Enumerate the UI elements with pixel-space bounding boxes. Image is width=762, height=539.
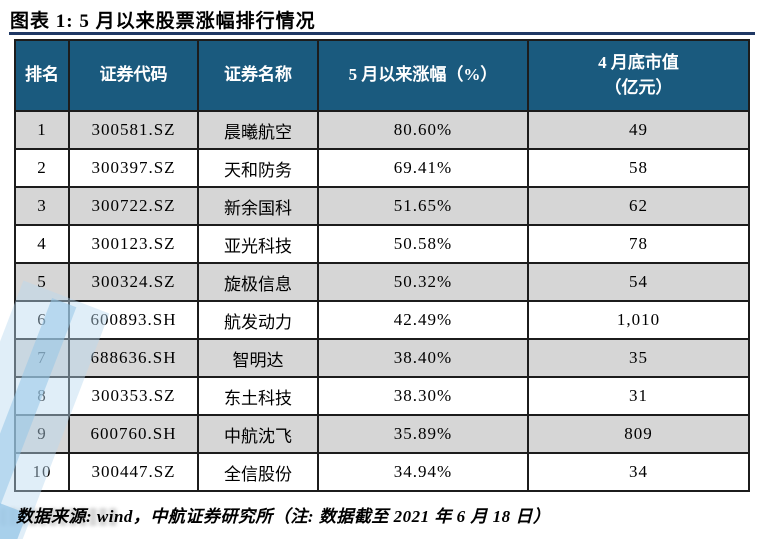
table-row: 5 300324.SZ 旋极信息 50.32% 54 (14, 262, 750, 302)
table-row: 2 300397.SZ 天和防务 69.41% 58 (14, 148, 750, 188)
column-header-code: 证券代码 (68, 39, 199, 112)
table-row: 8 300353.SZ 东土科技 38.30% 31 (14, 376, 750, 416)
cell-name: 智明达 (197, 338, 319, 378)
cell-code: 300722.SZ (68, 186, 199, 226)
cell-rank: 9 (14, 414, 70, 454)
cell-rank: 8 (14, 376, 70, 416)
cell-name: 航发动力 (197, 300, 319, 340)
data-source-note: 数据来源: wind，中航证券研究所（注: 数据截至 2021 年 6 月 18… (16, 507, 551, 526)
cell-rank: 1 (14, 110, 70, 150)
cell-pct: 51.65% (317, 186, 529, 226)
cell-code: 600760.SH (68, 414, 199, 454)
cell-cap: 78 (527, 224, 750, 264)
column-header-rank: 排名 (14, 39, 70, 112)
cell-code: 600893.SH (68, 300, 199, 340)
table-row: 10 300447.SZ 全信股份 34.94% 34 (14, 452, 750, 492)
cell-code: 300324.SZ (68, 262, 199, 302)
cell-pct: 50.58% (317, 224, 529, 264)
cell-pct: 80.60% (317, 110, 529, 150)
cell-name: 全信股份 (197, 452, 319, 492)
stock-ranking-table: 排名 证券代码 证券名称 5 月以来涨幅（%） 4 月底市值 （亿元） 1 30… (14, 39, 750, 492)
cell-rank: 5 (14, 262, 70, 302)
figure-title: 图表 1: 5 月以来股票涨幅排行情况 (10, 11, 316, 32)
cell-name: 晨曦航空 (197, 110, 319, 150)
cell-name: 新余国科 (197, 186, 319, 226)
table-row: 4 300123.SZ 亚光科技 50.58% 78 (14, 224, 750, 264)
cell-code: 300447.SZ (68, 452, 199, 492)
cell-rank: 3 (14, 186, 70, 226)
table-row: 9 600760.SH 中航沈飞 35.89% 809 (14, 414, 750, 454)
cell-code: 300397.SZ (68, 148, 199, 188)
cell-code: 300353.SZ (68, 376, 199, 416)
cell-cap: 49 (527, 110, 750, 150)
cell-pct: 34.94% (317, 452, 529, 492)
cell-cap: 58 (527, 148, 750, 188)
cell-name: 中航沈飞 (197, 414, 319, 454)
cell-rank: 4 (14, 224, 70, 264)
cell-name: 旋极信息 (197, 262, 319, 302)
title-rule-divider (9, 32, 755, 35)
cell-pct: 38.30% (317, 376, 529, 416)
table-row: 3 300722.SZ 新余国科 51.65% 62 (14, 186, 750, 226)
column-header-marketcap-line2: （亿元） (604, 77, 673, 97)
cell-rank: 7 (14, 338, 70, 378)
cell-cap: 1,010 (527, 300, 750, 340)
cell-code: 688636.SH (68, 338, 199, 378)
cell-code: 300581.SZ (68, 110, 199, 150)
cell-cap: 54 (527, 262, 750, 302)
table-row: 7 688636.SH 智明达 38.40% 35 (14, 338, 750, 378)
column-header-marketcap-line1: 4 月底市值 (598, 52, 679, 72)
cell-cap: 35 (527, 338, 750, 378)
cell-pct: 38.40% (317, 338, 529, 378)
cell-name: 东土科技 (197, 376, 319, 416)
cell-pct: 50.32% (317, 262, 529, 302)
cell-rank: 10 (14, 452, 70, 492)
cell-rank: 2 (14, 148, 70, 188)
cell-cap: 62 (527, 186, 750, 226)
column-header-name: 证券名称 (197, 39, 319, 112)
table-row: 6 600893.SH 航发动力 42.49% 1,010 (14, 300, 750, 340)
cell-rank: 6 (14, 300, 70, 340)
cell-name: 天和防务 (197, 148, 319, 188)
cell-name: 亚光科技 (197, 224, 319, 264)
cell-cap: 31 (527, 376, 750, 416)
table-header-row: 排名 证券代码 证券名称 5 月以来涨幅（%） 4 月底市值 （亿元） (14, 39, 750, 112)
column-header-marketcap: 4 月底市值 （亿元） (527, 39, 750, 112)
cell-pct: 35.89% (317, 414, 529, 454)
column-header-pct: 5 月以来涨幅（%） (317, 39, 529, 112)
cell-cap: 809 (527, 414, 750, 454)
cell-code: 300123.SZ (68, 224, 199, 264)
cell-pct: 69.41% (317, 148, 529, 188)
table-row: 1 300581.SZ 晨曦航空 80.60% 49 (14, 110, 750, 150)
cell-pct: 42.49% (317, 300, 529, 340)
cell-cap: 34 (527, 452, 750, 492)
